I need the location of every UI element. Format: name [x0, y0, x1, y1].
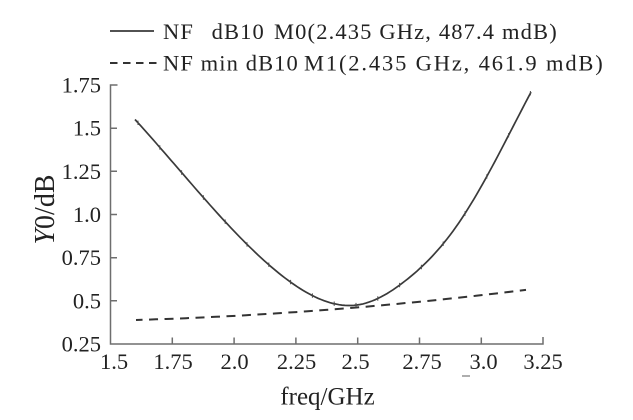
svg-text:1.5: 1.5 [73, 116, 101, 141]
svg-text:2.75: 2.75 [402, 349, 441, 374]
svg-text:2.25: 2.25 [277, 349, 316, 374]
svg-text:M0(2.435 GHz, 487.4 mdB): M0(2.435 GHz, 487.4 mdB) [274, 19, 558, 44]
svg-text:1.0: 1.0 [73, 202, 101, 227]
svg-text:2.5: 2.5 [341, 349, 369, 374]
svg-text:3.0: 3.0 [469, 349, 497, 374]
svg-text:2.0: 2.0 [220, 349, 248, 374]
svg-text:NF dB10: NF dB10 [163, 19, 265, 44]
svg-text:0.5: 0.5 [73, 288, 101, 313]
svg-text:0.75: 0.75 [62, 245, 101, 270]
svg-text:Y0/dB: Y0/dB [30, 174, 61, 244]
svg-text:freq/GHz: freq/GHz [280, 384, 374, 411]
svg-text:1.25: 1.25 [62, 159, 101, 184]
svg-text:1.5: 1.5 [100, 349, 128, 374]
svg-text:M1(2.435 GHz, 461.9 mdB): M1(2.435 GHz, 461.9 mdB) [304, 51, 605, 76]
svg-text:0.25: 0.25 [62, 332, 101, 357]
svg-text:NF min dB10: NF min dB10 [163, 51, 299, 76]
svg-text:3.25: 3.25 [523, 349, 562, 374]
svg-text:1.75: 1.75 [62, 73, 101, 98]
svg-text:1.75: 1.75 [153, 349, 192, 374]
